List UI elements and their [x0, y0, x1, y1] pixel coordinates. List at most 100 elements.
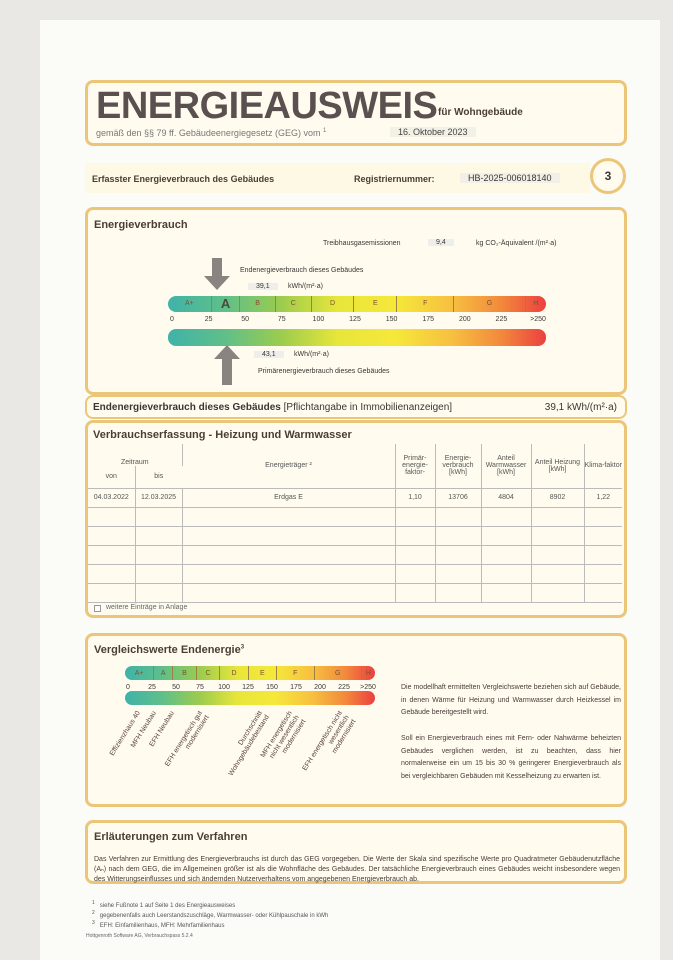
software-credit: Hottgenroth Software AG, Verbrauchspass …	[86, 933, 193, 939]
footnote-number: 3	[92, 920, 95, 926]
table-cell	[395, 564, 436, 584]
table-cell	[88, 564, 136, 584]
footnote: 3 EFH: Einfamilienhaus, MFH: Mehrfamilie…	[92, 920, 225, 929]
scale-tick: 150	[266, 684, 278, 691]
consumption-table: Zeitraum Energieträger ² Primär-energie-fa…	[88, 444, 622, 603]
ghg-unit: kg CO₂-Äquivalent /(m²·a)	[476, 240, 557, 247]
energy-class-c: C	[195, 666, 220, 680]
scale-tick: 100	[218, 684, 230, 691]
energy-class-aplus: A+	[185, 300, 194, 307]
energy-class-d: D	[310, 296, 354, 312]
table-cell: 04.03.2022	[88, 488, 136, 508]
scale-tick: 175	[422, 316, 435, 323]
energy-class-e: E	[353, 296, 396, 312]
energy-title: Energieverbrauch	[94, 219, 188, 231]
table-cell	[395, 507, 436, 527]
primary-energy-value: 43,1	[254, 351, 284, 358]
scale-tick: 75	[277, 316, 286, 323]
energy-class-aplus: A+	[134, 670, 144, 677]
benchmark-label: EFH energetisch nicht wesentlich moderni…	[301, 710, 358, 773]
table-cell	[395, 583, 436, 603]
title-box: ENERGIEAUSWEIS für Wohngebäude gemäß den…	[85, 80, 627, 146]
table-cell	[88, 507, 136, 527]
scale-tick: 125	[349, 316, 361, 323]
scale-tick: 25	[148, 684, 156, 691]
table-cell: 8902	[531, 488, 585, 508]
registration-label: Registriernummer:	[354, 174, 435, 184]
table-cell	[135, 526, 183, 546]
table-cell	[584, 564, 622, 584]
end-energy-arrow-icon	[212, 258, 222, 278]
footnote-ref: 1	[322, 128, 327, 134]
compare-color-scale	[125, 691, 375, 705]
energy-class-a: A	[210, 296, 240, 312]
energy-class-e: E	[247, 666, 276, 680]
explain-title: Erläuterungen zum Verfahren	[94, 831, 248, 843]
law-text: gemäß den §§ 79 ff. Gebäudeenergiegesetz…	[96, 128, 321, 138]
primary-energy-arrowhead-icon	[214, 345, 240, 359]
energy-class-f: F	[396, 296, 453, 312]
heat-header: Anteil Heizung [kWh]	[531, 444, 585, 489]
table-row	[88, 526, 622, 546]
document-subtitle: für Wohngebäude	[438, 107, 523, 118]
table-row	[88, 507, 622, 527]
table-cell	[481, 507, 532, 527]
scale-tick: 50	[241, 316, 250, 323]
compare-box: Vergleichswerte Endenergie3 A+ A B C D E F G H 0…	[85, 633, 627, 807]
table-header-row: Zeitraum Energieträger ² Primär-energie-fa…	[88, 444, 622, 489]
scale-tick: >250	[360, 684, 376, 691]
ghg-value: 9,4	[428, 239, 454, 246]
explain-text: Das Verfahren zur Ermittlung des Energie…	[94, 856, 620, 883]
compare-paragraph-2: Soll ein Energieverbrauch eines mit Fern…	[401, 735, 621, 780]
more-entries-checkbox[interactable]	[94, 605, 101, 612]
law-line: gemäß den §§ 79 ff. Gebäudeenergiegesetz…	[96, 128, 326, 138]
table-row	[88, 564, 622, 584]
scale-tick: 125	[242, 684, 254, 691]
end-energy-label: Endenergieverbrauch dieses Gebäudes	[240, 267, 364, 274]
table-cell	[135, 545, 183, 565]
table-cell	[531, 583, 585, 603]
mandatory-label: Endenergieverbrauch dieses Gebäudes	[93, 402, 281, 413]
table-cell	[531, 526, 585, 546]
footnote-number: 2	[92, 910, 95, 916]
scale-tick: 25	[204, 316, 213, 323]
energy-class-g: G	[313, 666, 361, 680]
table-cell	[88, 526, 136, 546]
climate-header: Klima-faktor	[584, 444, 622, 489]
more-entries-label: weitere Einträge in Anlage	[106, 604, 188, 611]
carrier-header: Energieträger ²	[182, 444, 396, 489]
table-cell	[182, 507, 396, 527]
compare-class-scale: A+ A B C D E F G H	[125, 666, 375, 680]
energy-class-d: D	[219, 666, 247, 680]
scale-tick: 0	[126, 684, 130, 691]
energy-class-h: H	[360, 666, 375, 680]
table-cell: 4804	[481, 488, 532, 508]
law-date: 16. Oktober 2023	[390, 127, 476, 137]
from-header: von	[88, 466, 136, 489]
scale-tick: 175	[290, 684, 302, 691]
table-cell	[135, 507, 183, 527]
table-cell	[135, 564, 183, 584]
mandatory-value: 39,1 kWh/(m²·a)	[544, 402, 617, 413]
consumption-header: Energie-verbrauch [kWh]	[435, 444, 482, 489]
scale-tick: 225	[495, 316, 508, 323]
table-cell	[584, 545, 622, 565]
energy-class-b: B	[239, 296, 275, 312]
table-cell	[531, 564, 585, 584]
table-cell	[481, 545, 532, 565]
table-row	[88, 545, 622, 565]
footnote-ref: 3	[240, 644, 245, 651]
page-number: 3	[604, 169, 612, 183]
compare-paragraph-1: Die modellhaft ermittelten Vergleichswer…	[401, 684, 621, 716]
table-cell	[481, 583, 532, 603]
table-cell: 12.03.2025	[135, 488, 183, 508]
document-title: ENERGIEAUSWEIS	[96, 85, 438, 127]
table-cell	[435, 564, 482, 584]
consumption-title: Verbrauchserfassung - Heizung und Warmwa…	[93, 429, 352, 441]
energy-class-g: G	[453, 296, 524, 312]
end-energy-arrowhead-icon	[204, 276, 230, 290]
primary-energy-scale	[168, 329, 546, 346]
primary-energy-arrow-icon	[222, 359, 232, 385]
table-cell	[584, 507, 622, 527]
compare-title: Vergleichswerte Endenergie3	[94, 644, 244, 656]
